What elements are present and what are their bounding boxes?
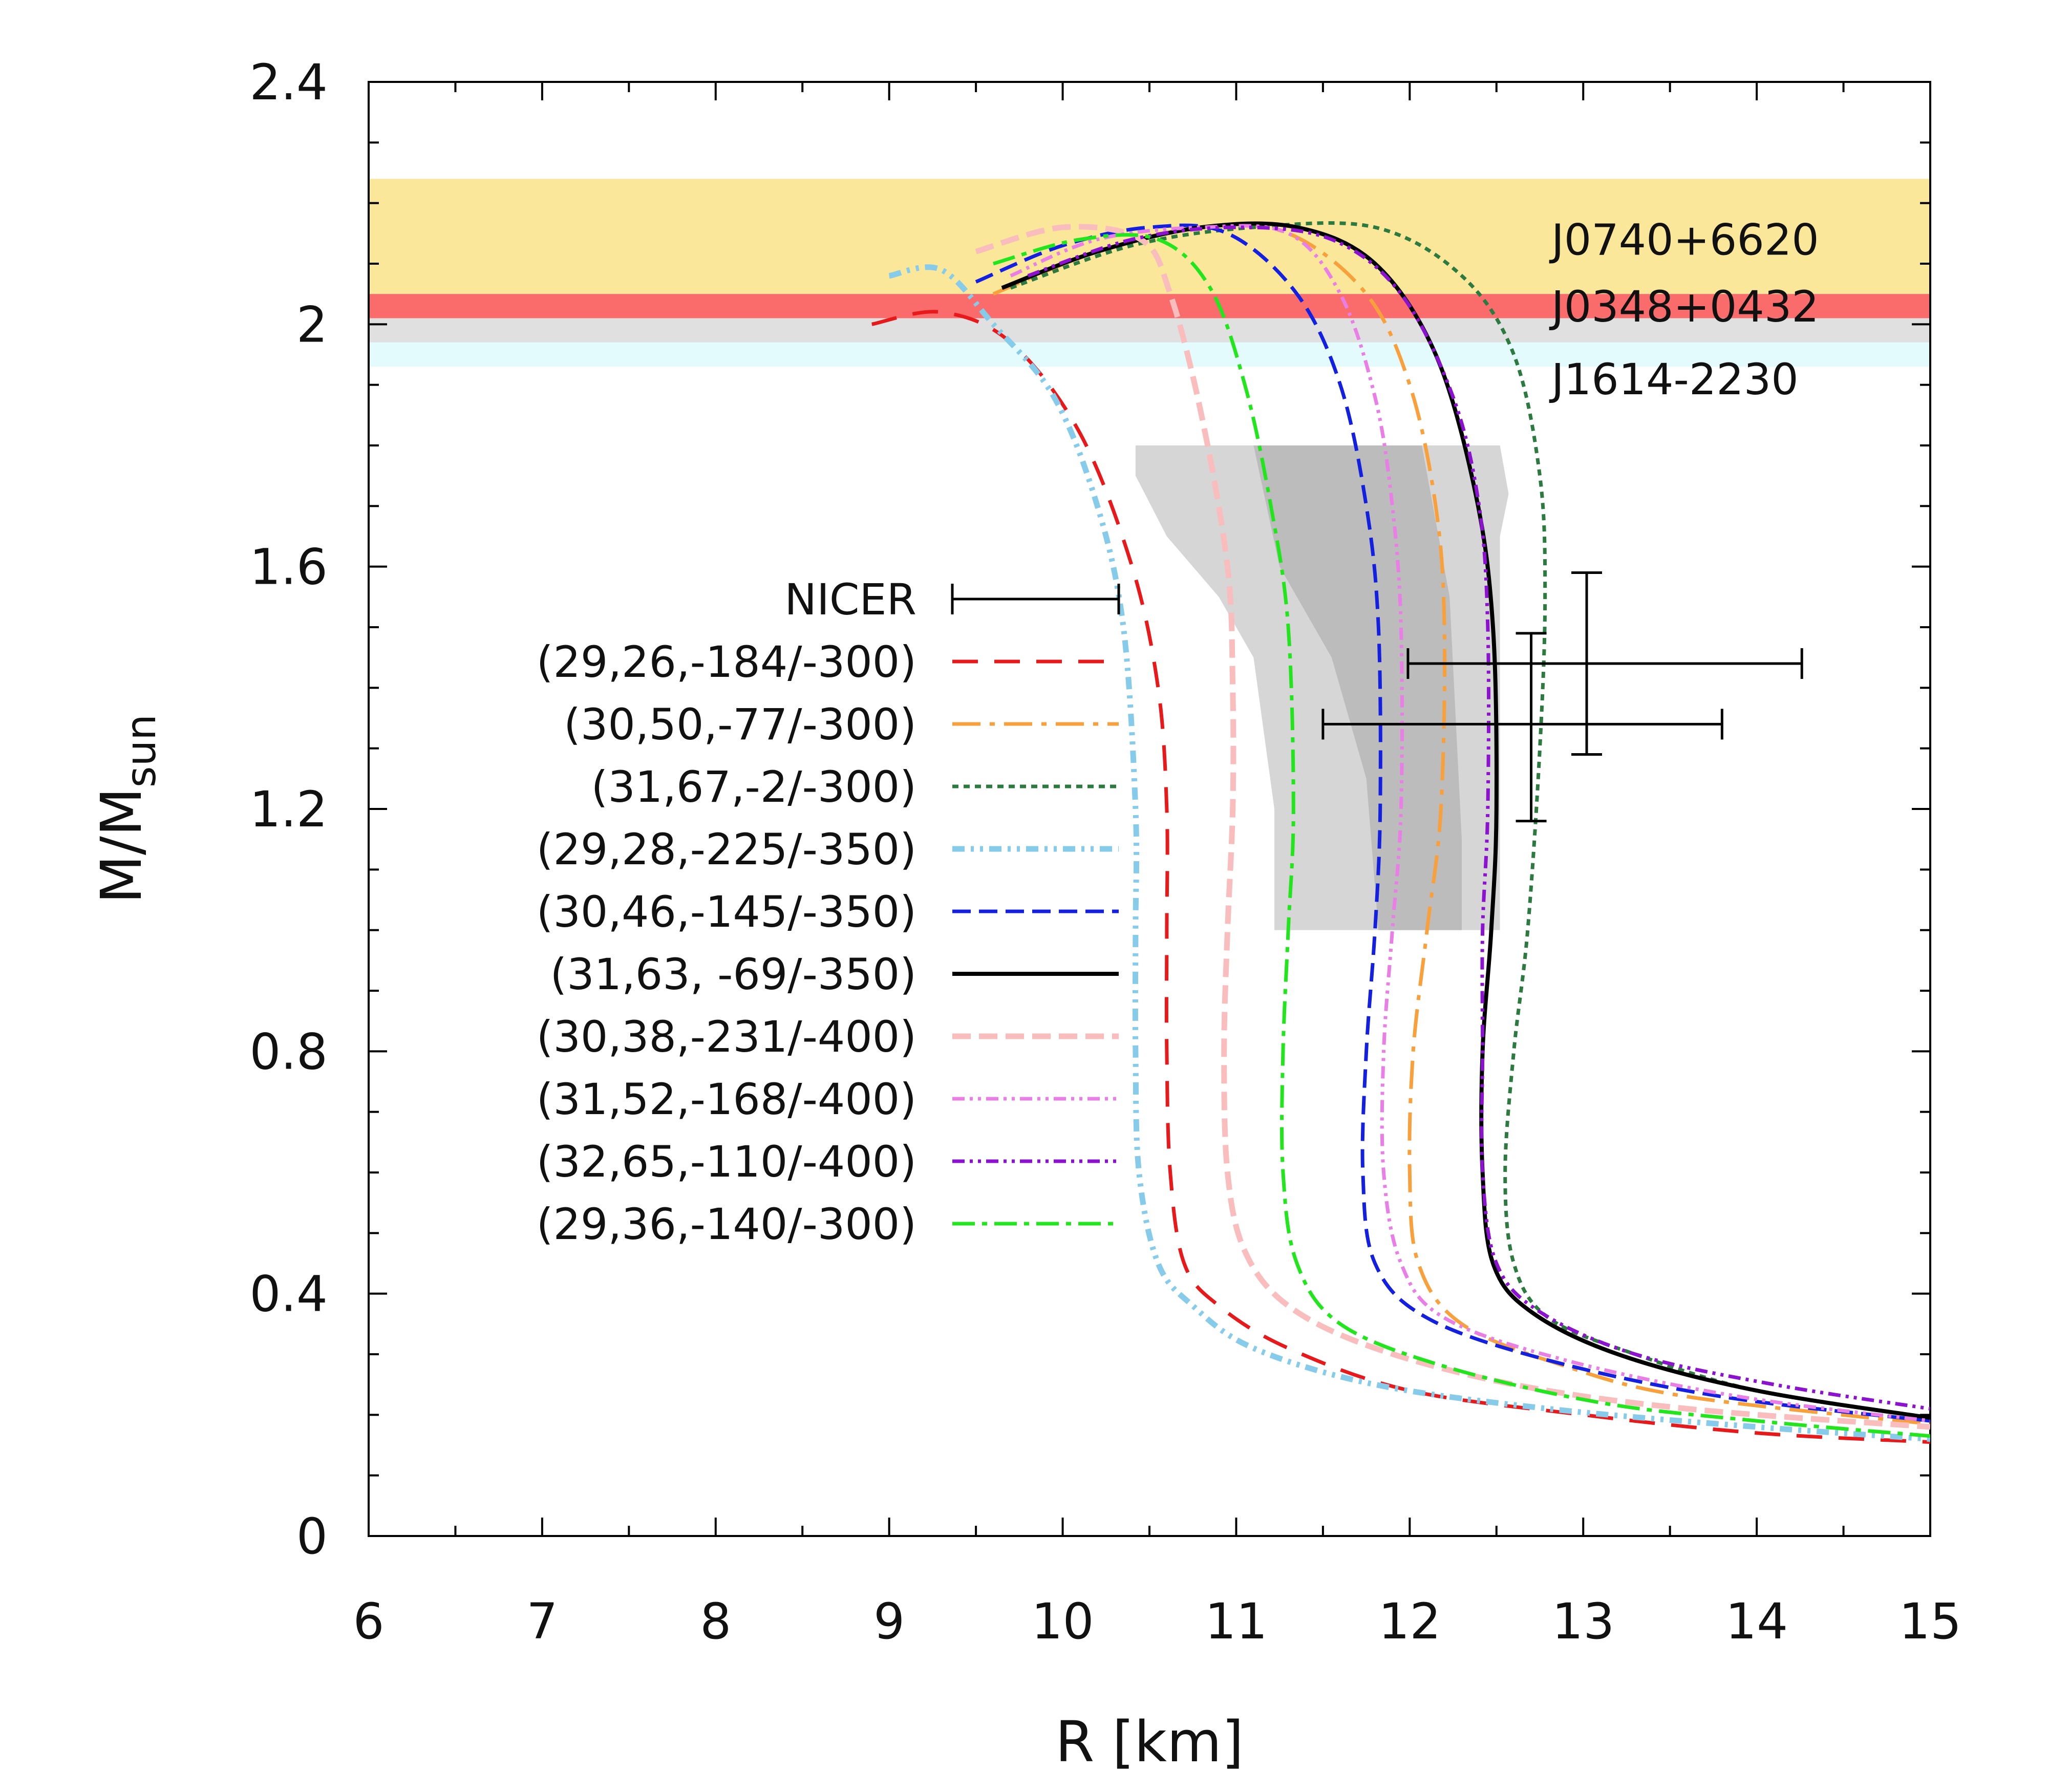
legend-label: (30,46,-145/-350): [537, 887, 916, 937]
series-curve-0: [871, 310, 1930, 1444]
x-tick-label: 14: [1725, 1593, 1788, 1650]
y-axis-title-sub: sun: [117, 714, 165, 787]
band-label: J1614-2230: [1549, 354, 1799, 404]
series-curve-8: [1027, 225, 1930, 1411]
y-tick-label: 1.2: [249, 781, 328, 838]
band-label: J0348+0432: [1549, 282, 1819, 332]
legend-label: (29,26,-184/-300): [537, 637, 916, 687]
series-curve-9: [993, 233, 1930, 1438]
legend-label: NICER: [784, 574, 916, 625]
nicer-error-bars: [1321, 571, 1803, 823]
legend-label: (31,63, -69/-350): [550, 949, 916, 999]
y-tick-label: 0.8: [249, 1023, 328, 1080]
y-tick-label: 0: [296, 1508, 328, 1565]
tick-labels: 6 7 8 9 10 11 12 13 14 15 0 0.4 0.8 1.2 1.6 2 2.4: [249, 54, 1961, 1650]
series-curve-3: [888, 264, 1930, 1442]
legend-label: (30,50,-77/-300): [564, 699, 916, 750]
legend-label: (32,65,-110/-400): [537, 1137, 916, 1187]
x-tick-label: 7: [526, 1593, 558, 1650]
x-tick-label: 9: [873, 1593, 905, 1650]
x-tick-label: 13: [1552, 1593, 1614, 1650]
legend-label: (30,38,-231/-400): [537, 1012, 916, 1062]
constraint-regions: [1135, 445, 1509, 930]
constraint-region-1: [1253, 445, 1462, 930]
legend-label: (31,52,-168/-400): [537, 1074, 916, 1124]
legend: NICER (29,26,-184/-300) (30,50,-77/-300) (3…: [537, 574, 1120, 1249]
x-tick-label: 11: [1205, 1593, 1267, 1650]
band-1: [369, 294, 1930, 318]
band-2: [369, 318, 1930, 343]
x-tick-label: 8: [700, 1593, 731, 1650]
x-axis-title: R [km]: [1055, 1709, 1244, 1775]
x-tick-label: 12: [1378, 1593, 1441, 1650]
y-tick-label: 2: [296, 296, 328, 353]
series-curve-7: [1010, 224, 1930, 1423]
y-axis-title-main: M/M: [89, 787, 154, 904]
series-curve-4: [975, 223, 1930, 1423]
band-3: [369, 342, 1930, 367]
y-axis-title: M/Msun: [89, 714, 165, 904]
eos-curves: [871, 221, 1930, 1444]
series-curve-5: [1001, 221, 1930, 1420]
band-label: J0740+6620: [1549, 215, 1819, 265]
legend-label: (29,36,-140/-300): [537, 1199, 916, 1249]
x-tick-label: 15: [1899, 1593, 1961, 1650]
legend-label: (31,67,-2/-300): [591, 762, 916, 812]
pulsar-mass-bands: [369, 179, 1930, 367]
axis-frame: [368, 81, 1931, 1537]
y-tick-label: 2.4: [249, 54, 328, 111]
x-tick-label: 6: [353, 1593, 384, 1650]
y-tick-label: 1.6: [249, 539, 328, 596]
x-tick-label: 10: [1031, 1593, 1094, 1650]
y-tick-label: 0.4: [249, 1266, 328, 1323]
band-labels: J0740+6620 J0348+0432 J1614-2230: [1549, 215, 1819, 404]
legend-label: (29,28,-225/-350): [537, 824, 916, 874]
